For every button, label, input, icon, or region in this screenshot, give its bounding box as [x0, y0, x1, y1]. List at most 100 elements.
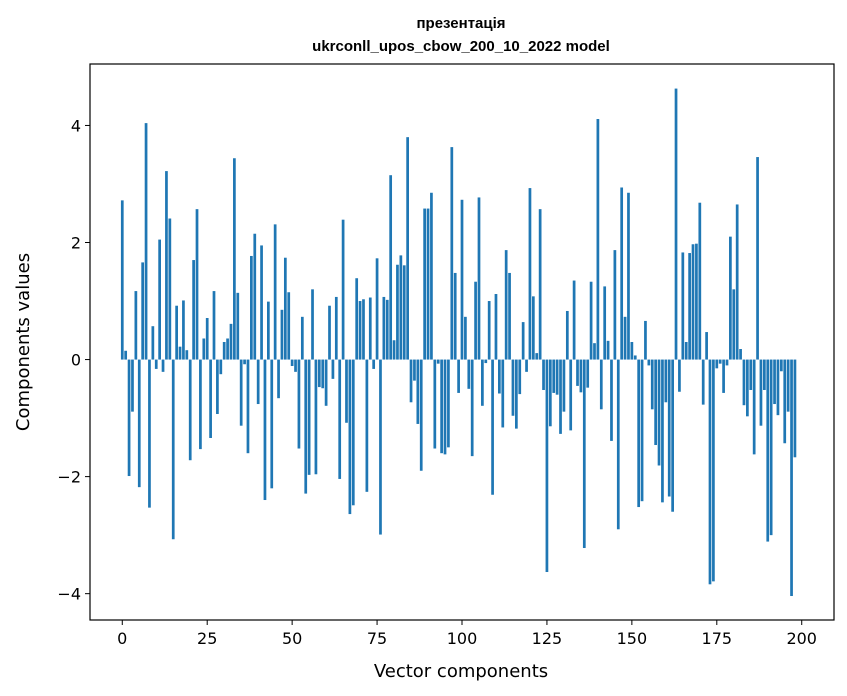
bar-component-86 [413, 359, 416, 381]
bar-component-163 [674, 88, 678, 360]
bar-component-37 [246, 359, 250, 454]
bar-component-3 [131, 359, 134, 412]
bar-component-184 [746, 359, 749, 417]
bar-component-39 [253, 233, 257, 360]
bar-component-38 [250, 255, 253, 360]
bar-component-70 [358, 301, 362, 360]
bar-component-63 [334, 296, 338, 360]
bar-component-75 [375, 258, 379, 360]
bar-component-167 [688, 253, 691, 360]
bar-component-113 [504, 250, 508, 360]
bar-component-51 [294, 359, 297, 372]
bar-component-162 [671, 359, 674, 512]
bar-component-4 [134, 291, 138, 360]
bar-component-137 [586, 359, 590, 388]
bar-component-45 [273, 224, 277, 360]
x-tick-label: 0 [117, 629, 127, 648]
bar-component-40 [256, 359, 260, 405]
bar-component-48 [283, 257, 287, 360]
bar-component-105 [477, 197, 481, 360]
bar-component-188 [759, 359, 763, 426]
x-tick-label: 75 [367, 629, 387, 648]
bar-component-94 [440, 359, 443, 454]
x-tick-label: 100 [447, 629, 478, 648]
bar-component-90 [426, 208, 430, 360]
bar-component-79 [389, 175, 393, 360]
bar-component-155 [647, 359, 651, 366]
x-axis-ticks: 0 25 50 75 100 125 150 175 200 [117, 620, 817, 648]
bar-component-132 [569, 359, 573, 431]
bar-component-128 [555, 359, 559, 395]
bar-component-107 [484, 359, 488, 364]
bar-component-98 [453, 272, 457, 360]
bar-component-50 [290, 359, 294, 366]
bar-component-36 [243, 359, 246, 365]
bar-component-74 [372, 359, 376, 369]
y-tick-label: 4 [71, 116, 81, 135]
bar-component-141 [599, 359, 603, 410]
bar-component-118 [521, 322, 525, 360]
bar-component-144 [610, 359, 613, 441]
bar-component-72 [365, 359, 369, 492]
bar-component-186 [752, 359, 756, 455]
bar-component-177 [722, 359, 725, 393]
bar-component-67 [348, 359, 352, 515]
bar-component-169 [695, 243, 698, 360]
x-tick-label: 50 [282, 629, 302, 648]
bar-component-104 [474, 281, 477, 360]
bar-component-165 [681, 252, 685, 360]
bar-component-65 [341, 219, 345, 360]
bar-component-60 [324, 359, 328, 406]
bar-component-121 [531, 296, 535, 360]
bar-component-189 [763, 359, 766, 390]
bar-component-5 [137, 359, 141, 488]
bar-component-91 [430, 192, 433, 360]
bar-component-109 [491, 359, 494, 495]
bar-component-178 [725, 359, 729, 366]
y-tick-label: 0 [71, 351, 81, 370]
bar-component-56 [311, 289, 314, 360]
bar-component-146 [616, 359, 620, 530]
bar-component-26 [209, 359, 212, 438]
bar-component-44 [270, 359, 274, 489]
bar-component-182 [739, 349, 742, 360]
bar-component-154 [644, 320, 647, 360]
bar-component-101 [464, 316, 467, 360]
bar-component-187 [756, 157, 759, 360]
bar-component-115 [511, 359, 515, 416]
bar-component-21 [192, 260, 195, 360]
bar-component-1 [124, 350, 128, 360]
bar-component-192 [773, 359, 776, 405]
bar-component-112 [501, 359, 505, 428]
bar-component-64 [338, 359, 342, 479]
bar-component-131 [565, 310, 569, 360]
bar-component-73 [368, 297, 372, 360]
bar-component-52 [297, 359, 301, 449]
x-tick-label: 175 [702, 629, 733, 648]
bar-component-10 [154, 359, 158, 369]
bar-component-25 [205, 318, 209, 360]
bar-component-58 [317, 359, 321, 388]
y-axis-label: Components values [13, 253, 34, 431]
bar-component-8 [148, 359, 151, 508]
bar-component-125 [545, 359, 549, 573]
bar-component-92 [433, 359, 437, 449]
bar-component-89 [423, 208, 426, 360]
bar-component-0 [120, 200, 124, 360]
bar-component-42 [263, 359, 267, 501]
bar-component-69 [355, 278, 359, 360]
bar-component-32 [229, 323, 233, 360]
bar-component-175 [715, 359, 719, 369]
bar-component-7 [144, 123, 148, 360]
bar-component-160 [664, 359, 668, 403]
bar-component-80 [392, 340, 396, 360]
bar-component-19 [185, 350, 189, 360]
bar-component-99 [457, 359, 460, 393]
bar-component-196 [786, 359, 790, 412]
bar-component-110 [494, 294, 498, 360]
bar-component-35 [239, 359, 243, 426]
bar-component-135 [579, 359, 583, 393]
bar-component-30 [222, 342, 226, 360]
bar-component-47 [280, 309, 284, 360]
